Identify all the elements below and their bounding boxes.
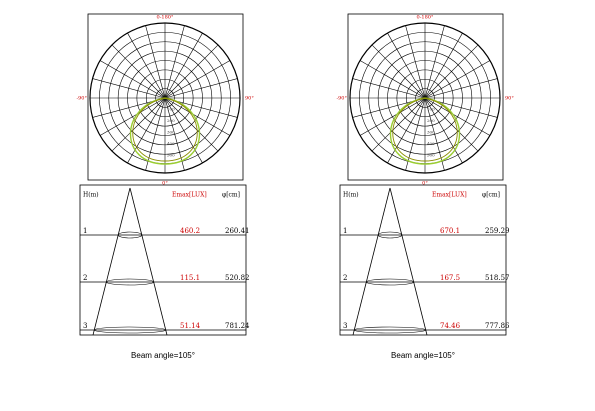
table-cell: 1 [343, 227, 347, 235]
polar-spoke [424, 97, 491, 136]
radial-label: 300 [427, 130, 435, 135]
table-header: Emax[LUX] [432, 192, 467, 199]
polar-spoke [424, 32, 463, 99]
polar-frame [347, 13, 504, 181]
polar-spoke [164, 97, 203, 164]
table-cell: 460.2 [180, 227, 200, 235]
polar-spoke [164, 32, 203, 99]
table-cell: 781.24 [225, 322, 250, 330]
radial-label: 400 [427, 141, 435, 146]
polar-spoke [424, 78, 498, 99]
table-header: H(m) [343, 192, 359, 199]
polar-spoke [145, 97, 166, 171]
radial-label: 100 [167, 107, 175, 112]
table-cell: 260.41 [225, 227, 250, 235]
polar-spoke [424, 44, 479, 99]
radial-label: 100 [427, 107, 435, 112]
polar-spoke [424, 60, 491, 99]
polar-spoke [405, 25, 426, 99]
polar-spoke [164, 44, 219, 99]
polar-spoke [371, 97, 426, 152]
table-cell: 259.29 [485, 227, 510, 235]
cone-edge [129, 187, 168, 336]
cone-edge [352, 187, 391, 336]
beam-ellipse [117, 231, 143, 239]
polar-frame [87, 13, 244, 181]
polar-spoke [405, 97, 426, 171]
polar-label: -90° [336, 96, 347, 102]
beam-ellipse [377, 231, 403, 239]
intensity-curve [392, 97, 458, 162]
polar-spoke [164, 60, 231, 99]
polar-label: 90° [245, 96, 254, 102]
caption: Beam angle=105° [131, 351, 195, 360]
cone-edge [389, 187, 428, 336]
table-cell: 777.86 [485, 322, 510, 330]
table-cell: 3 [343, 322, 347, 330]
radial-label: 200 [427, 118, 435, 123]
table-cell: 115.1 [180, 274, 200, 282]
polar-label: -90° [76, 96, 87, 102]
polar-spoke [92, 78, 166, 99]
beam-ellipse [353, 326, 427, 334]
polar-label: 0-180° [417, 15, 434, 21]
polar-spoke [359, 97, 426, 136]
polar-spoke [387, 32, 426, 99]
polar-spoke [387, 97, 426, 164]
polar-spoke [99, 97, 166, 136]
polar-spoke [359, 60, 426, 99]
polar-spoke [424, 97, 463, 164]
polar-spoke [352, 78, 426, 99]
polar-spoke [164, 97, 185, 171]
polar-spoke [371, 44, 426, 99]
table-header: φ[cm] [482, 192, 500, 199]
caption: Beam angle=105° [391, 351, 455, 360]
polar-spoke [145, 25, 166, 99]
polar-spoke [111, 44, 166, 99]
table-header: Emax[LUX] [172, 192, 207, 199]
intensity-curve [390, 97, 460, 165]
polar-spoke [424, 97, 479, 152]
beam-ellipse [106, 278, 154, 286]
polar-spoke [164, 78, 238, 99]
radial-label: 500 [167, 153, 175, 158]
polar-spoke [164, 97, 231, 136]
intensity-curve [130, 97, 200, 165]
table-cell: 518.57 [485, 274, 510, 282]
cone-edge [92, 187, 131, 336]
radial-label: 400 [167, 141, 175, 146]
polar-spoke [99, 60, 166, 99]
radial-label: 300 [167, 130, 175, 135]
table-cell: 1 [83, 227, 87, 235]
table-cell: 74.46 [440, 322, 461, 330]
polar-label: 0° [422, 181, 428, 187]
beam-ellipse [93, 326, 167, 334]
table-cell: 520.82 [225, 274, 250, 282]
polar-spoke [164, 25, 185, 99]
table-frame [339, 184, 507, 336]
polar-spoke [127, 32, 166, 99]
polar-spoke [164, 97, 219, 152]
polar-label: 90° [505, 96, 514, 102]
table-cell: 3 [83, 322, 87, 330]
table-frame [79, 184, 247, 336]
polar-spoke [111, 97, 166, 152]
intensity-curve [132, 97, 198, 162]
table-cell: 51.14 [180, 322, 201, 330]
radial-label: 500 [427, 153, 435, 158]
radial-label: 200 [167, 118, 175, 123]
polar-label: 0-180° [157, 15, 174, 21]
beam-ellipse [366, 278, 414, 286]
polar-spoke [424, 25, 445, 99]
table-cell: 2 [343, 274, 347, 282]
polar-spoke [424, 97, 445, 171]
table-cell: 670.1 [440, 227, 460, 235]
table-cell: 167.5 [440, 274, 460, 282]
table-header: H(m) [83, 192, 99, 199]
polar-label: 0° [162, 181, 168, 187]
table-header: φ[cm] [222, 192, 240, 199]
table-cell: 2 [83, 274, 87, 282]
polar-spoke [127, 97, 166, 164]
